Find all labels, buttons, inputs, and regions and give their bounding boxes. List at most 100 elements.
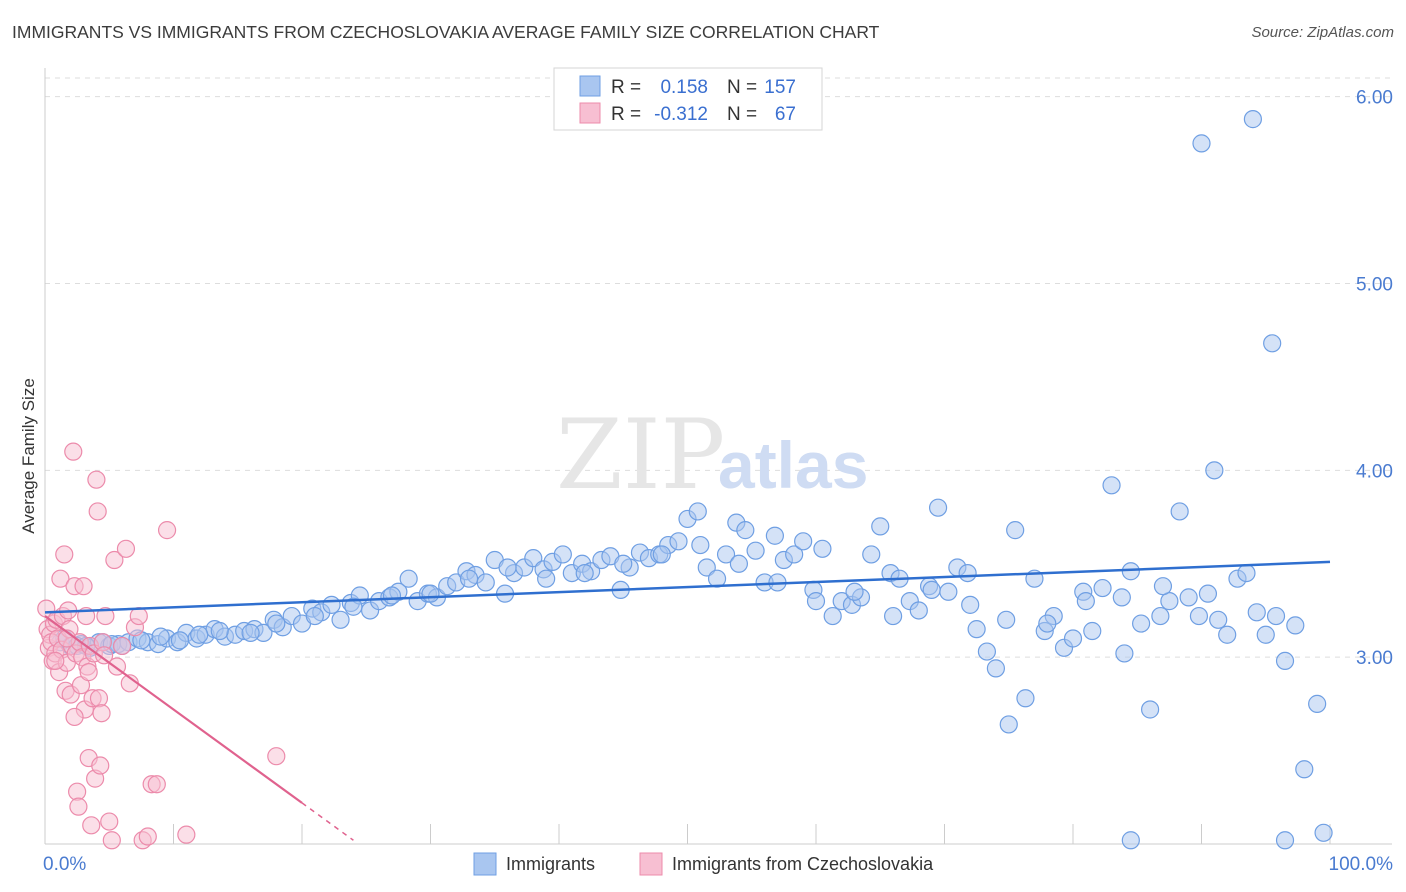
point-immigrants-125 bbox=[1256, 625, 1275, 644]
point-immigrants-124 bbox=[1247, 603, 1266, 622]
axis-layer bbox=[44, 68, 1392, 845]
point-immigrants-120 bbox=[1209, 610, 1228, 629]
point-immigrants-113 bbox=[1140, 700, 1160, 719]
point-immigrants-85 bbox=[871, 517, 890, 536]
point-czechoslovakia-40 bbox=[88, 502, 107, 521]
point-immigrants-149 bbox=[498, 558, 517, 577]
point-czechoslovakia-62 bbox=[267, 747, 286, 766]
point-immigrants-105 bbox=[1063, 629, 1083, 648]
point-immigrants-69 bbox=[716, 545, 736, 564]
point-immigrants-159 bbox=[883, 606, 903, 626]
point-immigrants-172 bbox=[1275, 831, 1295, 850]
y-tick-label-0: 3.00 bbox=[1356, 648, 1393, 669]
point-immigrants-89 bbox=[909, 601, 928, 620]
point-immigrants-153 bbox=[652, 545, 671, 564]
legend-box: R = 0.158 N = 157 R = -0.312 N = 67 bbox=[553, 67, 823, 131]
trend-layer bbox=[44, 560, 1331, 841]
point-immigrants-118 bbox=[1189, 606, 1209, 626]
point-czechoslovakia-49 bbox=[105, 550, 124, 570]
point-immigrants-64 bbox=[669, 532, 688, 551]
point-immigrants-84 bbox=[862, 545, 881, 564]
legend-n-value-1: 157 bbox=[764, 77, 796, 98]
point-immigrants-44 bbox=[476, 573, 495, 592]
point-immigrants-77 bbox=[794, 532, 813, 551]
chart-title: IMMIGRANTS VS IMMIGRANTS FROM CZECHOSLOV… bbox=[12, 22, 880, 42]
point-immigrants-143 bbox=[267, 614, 286, 633]
point-czechoslovakia-65 bbox=[65, 707, 84, 727]
point-immigrants-94 bbox=[958, 563, 977, 583]
bottom-legend: Immigrants Immigrants from Czechoslovaki… bbox=[473, 852, 934, 876]
point-immigrants-146 bbox=[382, 586, 402, 605]
point-immigrants-152 bbox=[614, 554, 633, 573]
point-immigrants-164 bbox=[1076, 592, 1095, 611]
trendline-immigrants bbox=[44, 560, 1331, 614]
point-immigrants-139 bbox=[170, 631, 190, 650]
point-immigrants-91 bbox=[928, 498, 948, 517]
legend-n-label-1: N = bbox=[727, 77, 757, 98]
tick-label-layer: 3.00 4.00 5.00 6.00 0.0% 100.0% bbox=[43, 88, 1393, 875]
point-immigrants-147 bbox=[421, 584, 440, 603]
point-immigrants-67 bbox=[697, 558, 716, 577]
point-immigrants-100 bbox=[1016, 689, 1035, 708]
point-czechoslovakia-63 bbox=[46, 651, 65, 671]
point-immigrants-151 bbox=[575, 563, 594, 583]
point-immigrants-166 bbox=[1153, 577, 1173, 596]
point-czechoslovakia-48 bbox=[102, 831, 121, 850]
point-immigrants-128 bbox=[1286, 616, 1305, 635]
watermark-zip: ZIP bbox=[556, 399, 725, 511]
point-immigrants-52 bbox=[553, 545, 572, 564]
point-immigrants-76 bbox=[785, 545, 804, 564]
legend-swatch-blue bbox=[579, 75, 601, 97]
point-immigrants-79 bbox=[813, 539, 832, 558]
bottom-legend-swatch-immigrants bbox=[473, 852, 497, 876]
point-czechoslovakia-57 bbox=[138, 827, 157, 846]
point-czechoslovakia-61 bbox=[177, 825, 196, 844]
point-immigrants-169 bbox=[1243, 110, 1263, 129]
point-immigrants-111 bbox=[1121, 562, 1140, 581]
point-immigrants-114 bbox=[1151, 606, 1170, 626]
point-immigrants-155 bbox=[729, 554, 749, 573]
chart-source: Source: ZipAtlas.com bbox=[1251, 24, 1394, 41]
point-immigrants-119 bbox=[1198, 584, 1218, 603]
point-czechoslovakia-35 bbox=[82, 816, 101, 835]
point-immigrants-80 bbox=[823, 606, 842, 626]
point-immigrants-129 bbox=[1295, 760, 1314, 779]
point-czechoslovakia-42 bbox=[91, 756, 110, 775]
point-immigrants-116 bbox=[1170, 502, 1189, 521]
point-czechoslovakia-11 bbox=[51, 569, 70, 588]
y-axis-label: Average Family Size bbox=[19, 378, 38, 534]
point-immigrants-165 bbox=[1115, 644, 1134, 663]
point-czechoslovakia-25 bbox=[69, 797, 88, 816]
point-immigrants-126 bbox=[1266, 606, 1286, 626]
point-czechoslovakia-66 bbox=[79, 663, 98, 682]
point-immigrants-163 bbox=[1038, 614, 1057, 633]
point-immigrants-154 bbox=[691, 535, 710, 555]
point-czechoslovakia-46 bbox=[96, 606, 115, 626]
point-immigrants-170 bbox=[1263, 334, 1282, 353]
point-immigrants-108 bbox=[1093, 578, 1112, 598]
point-immigrants-107 bbox=[1083, 621, 1102, 641]
point-immigrants-148 bbox=[459, 569, 479, 588]
point-czechoslovakia-45 bbox=[95, 646, 114, 665]
point-czechoslovakia-60 bbox=[157, 521, 177, 540]
point-immigrants-71 bbox=[736, 521, 755, 540]
point-czechoslovakia-43 bbox=[92, 704, 111, 723]
point-immigrants-112 bbox=[1132, 614, 1151, 633]
y-tick-label-1: 4.00 bbox=[1356, 461, 1393, 482]
point-immigrants-121 bbox=[1218, 625, 1237, 644]
legend-swatch-pink bbox=[579, 102, 601, 124]
point-immigrants-142 bbox=[241, 623, 260, 642]
legend-r-label-2: R = bbox=[611, 104, 641, 125]
point-immigrants-49 bbox=[524, 549, 543, 568]
point-immigrants-158 bbox=[845, 582, 864, 601]
point-immigrants-168 bbox=[1205, 461, 1224, 480]
point-immigrants-28 bbox=[322, 595, 341, 614]
legend-r-value-1: 0.158 bbox=[660, 77, 708, 98]
point-immigrants-99 bbox=[1006, 521, 1025, 540]
point-czechoslovakia-59 bbox=[147, 775, 166, 794]
trendline-czechoslovakia-extension bbox=[301, 802, 354, 841]
point-immigrants-140 bbox=[190, 625, 209, 644]
point-immigrants-171 bbox=[1121, 831, 1140, 850]
point-immigrants-72 bbox=[746, 541, 765, 560]
